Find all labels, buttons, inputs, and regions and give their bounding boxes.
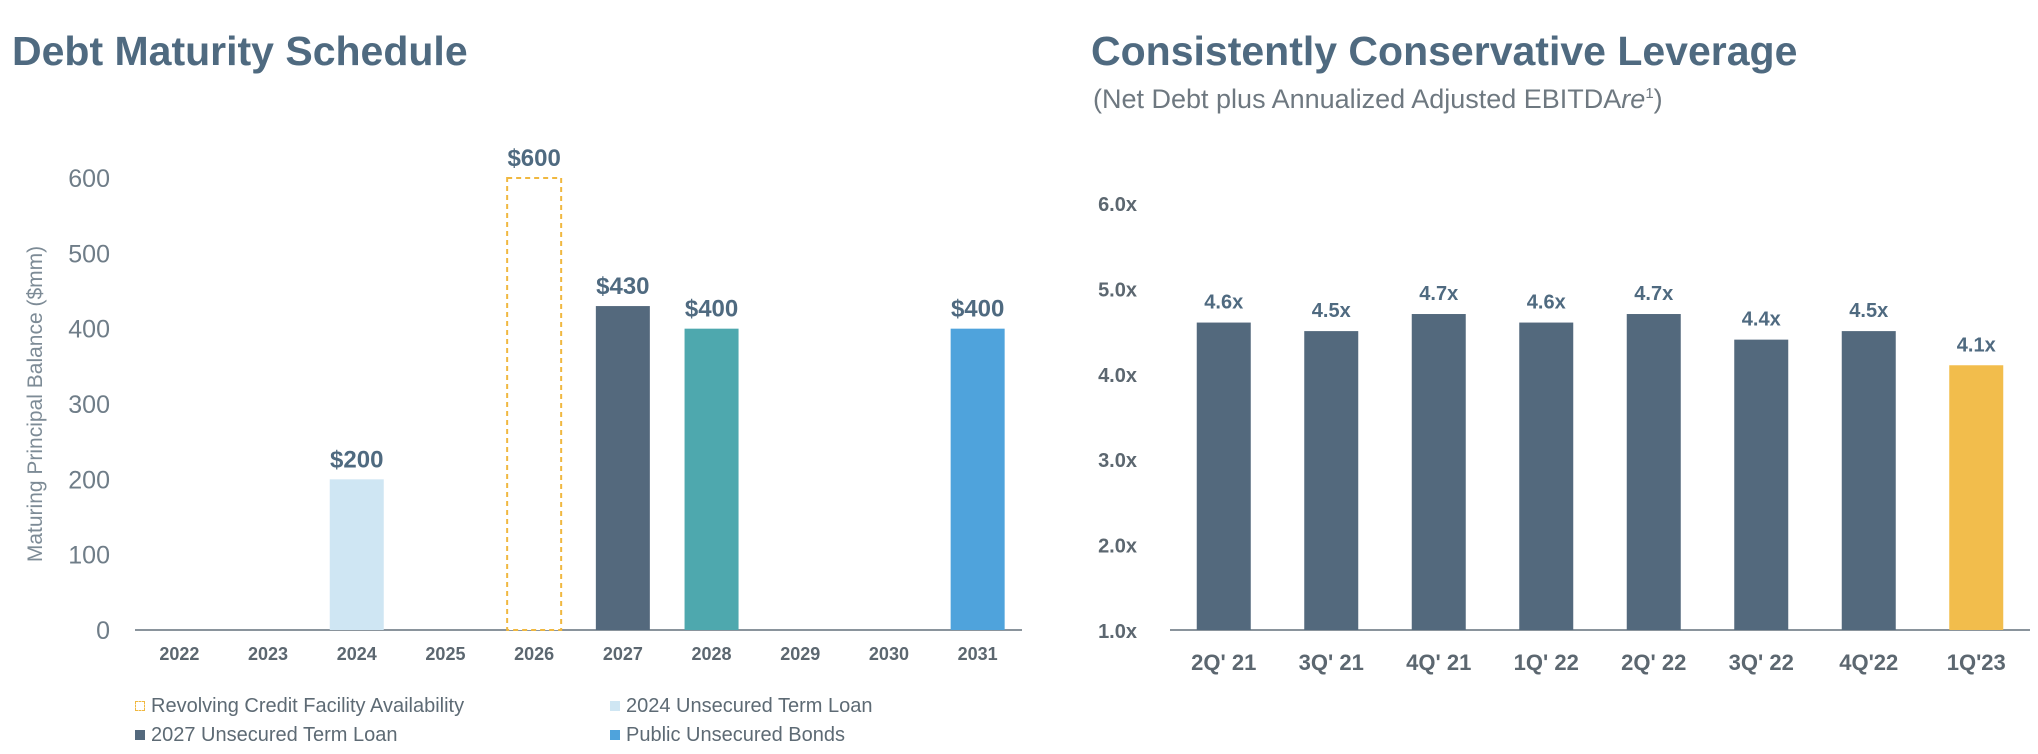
- bar-value-label-2026: $600: [507, 145, 560, 172]
- legend-label-revolver: Revolving Credit Facility Availability: [151, 694, 465, 717]
- x-tick-label-2029: 2029: [780, 644, 820, 664]
- bar-2027: [595, 306, 650, 630]
- x-tick-label-3q-22: 3Q' 22: [1729, 650, 1794, 675]
- x-tick-label-2022: 2022: [159, 644, 199, 664]
- y-axis-title: Maturing Principal Balance ($mm): [24, 246, 47, 562]
- y-tick-label-5-0x: 5.0x: [1098, 279, 1137, 301]
- y-tick-label-300: 300: [68, 391, 110, 419]
- x-tick-label-4q-22: 4Q'22: [1839, 650, 1898, 675]
- legend-label-2024-term-loan: 2024 Unsecured Term Loan: [626, 694, 873, 717]
- bar-value-label-2q-22: 4.7x: [1634, 283, 1673, 305]
- legend-item-2024-term-loan: 2024 Unsecured Term Loan: [610, 694, 872, 718]
- y-tick-label-1-0x: 1.0x: [1098, 621, 1137, 643]
- bar-value-label-2024: $200: [330, 446, 383, 473]
- bar-value-label-2031: $400: [951, 296, 1004, 323]
- x-tick-label-2023: 2023: [248, 644, 288, 664]
- leverage-panel: Consistently Conservative Leverage (Net …: [1060, 0, 2038, 754]
- x-tick-label-2031: 2031: [958, 644, 998, 664]
- debt-maturity-legend: Revolving Credit Facility Availability 2…: [135, 694, 1035, 750]
- bar-3q-22: [1734, 339, 1789, 630]
- bar-value-label-2q-21: 4.6x: [1204, 292, 1243, 314]
- legend-label-2027-term-loan: 2027 Unsecured Term Loan: [151, 723, 398, 746]
- legend-label-public-bonds: Public Unsecured Bonds: [626, 723, 846, 746]
- y-tick-label-3-0x: 3.0x: [1098, 450, 1137, 472]
- leverage-subtitle-end: ): [1653, 84, 1663, 114]
- y-tick-label-2-0x: 2.0x: [1098, 536, 1137, 558]
- bar-value-label-2028: $400: [685, 296, 738, 323]
- legend-item-public-bonds: Public Unsecured Bonds: [610, 723, 845, 747]
- legend-swatch-revolver: [135, 701, 145, 711]
- debt-maturity-title: Debt Maturity Schedule: [12, 28, 468, 74]
- leverage-chart: 1.0x 2.0x 3.0x 4.0x 5.0x 6.0x 4.6x 2Q' 21 4.5x 3Q…: [1098, 194, 2030, 675]
- x-tick-label-1q-22: 1Q' 22: [1514, 650, 1579, 675]
- bar-1q-22: [1519, 322, 1574, 630]
- bar-value-label-2027: $430: [596, 273, 649, 300]
- leverage-subtitle-italic: re: [1621, 84, 1646, 114]
- x-tick-label-2028: 2028: [692, 644, 732, 664]
- x-tick-label-2027: 2027: [603, 644, 643, 664]
- legend-swatch-2027-term-loan: [135, 730, 145, 740]
- x-tick-label-2026: 2026: [514, 644, 554, 664]
- x-tick-label-3q-21: 3Q' 21: [1299, 650, 1364, 675]
- x-tick-label-2025: 2025: [425, 644, 465, 664]
- y-tick-label-600: 600: [68, 165, 110, 193]
- bar-2031: [950, 328, 1005, 630]
- legend-swatch-2024-term-loan: [610, 701, 620, 711]
- bar-2028: [684, 328, 739, 630]
- bar-2q-22: [1626, 314, 1681, 630]
- leverage-subtitle: (Net Debt plus Annualized Adjusted EBITD…: [1093, 84, 1663, 115]
- legend-item-revolver: Revolving Credit Facility Availability: [135, 694, 464, 718]
- y-tick-label-200: 200: [68, 466, 110, 494]
- x-tick-label-2024: 2024: [337, 644, 377, 664]
- bar-2q-21: [1196, 322, 1251, 630]
- leverage-subtitle-footnote: 1: [1645, 85, 1654, 102]
- bar-2024: [329, 479, 384, 630]
- bar-value-label-3q-21: 4.5x: [1312, 300, 1351, 322]
- bar-value-label-1q-22: 4.6x: [1527, 292, 1566, 314]
- y-tick-label-0: 0: [96, 617, 110, 645]
- y-tick-label-6-0x: 6.0x: [1098, 194, 1137, 216]
- bar-value-label-4q-22: 4.5x: [1849, 300, 1888, 322]
- bar-1q-23: [1949, 365, 2004, 630]
- x-tick-label-1q-23: 1Q'23: [1947, 650, 2006, 675]
- bar-3q-21: [1304, 331, 1359, 630]
- debt-maturity-chart: Maturing Principal Balance ($mm) 0 100 200 3…: [24, 145, 1022, 664]
- x-tick-label-2030: 2030: [869, 644, 909, 664]
- leverage-title: Consistently Conservative Leverage: [1091, 28, 1798, 74]
- bar-value-label-4q-21: 4.7x: [1419, 283, 1458, 305]
- debt-maturity-panel: Debt Maturity Schedule Maturing Principa…: [12, 28, 1035, 750]
- x-tick-label-2q-22: 2Q' 22: [1621, 650, 1686, 675]
- y-tick-label-100: 100: [68, 542, 110, 570]
- legend-swatch-public-bonds: [610, 730, 620, 740]
- y-tick-label-400: 400: [68, 316, 110, 344]
- bar-value-label-3q-22: 4.4x: [1742, 309, 1781, 331]
- bar-4q-22: [1841, 331, 1896, 630]
- leverage-subtitle-main: (Net Debt plus Annualized Adjusted EBITD…: [1093, 84, 1622, 114]
- x-tick-label-4q-21: 4Q' 21: [1406, 650, 1471, 675]
- y-tick-label-500: 500: [68, 240, 110, 268]
- bar-2026: [506, 177, 563, 631]
- y-tick-label-4-0x: 4.0x: [1098, 365, 1137, 387]
- legend-item-2027-term-loan: 2027 Unsecured Term Loan: [135, 723, 397, 747]
- bar-4q-21: [1411, 314, 1466, 630]
- x-tick-label-2q-21: 2Q' 21: [1191, 650, 1256, 675]
- bar-value-label-1q-23: 4.1x: [1957, 334, 1996, 356]
